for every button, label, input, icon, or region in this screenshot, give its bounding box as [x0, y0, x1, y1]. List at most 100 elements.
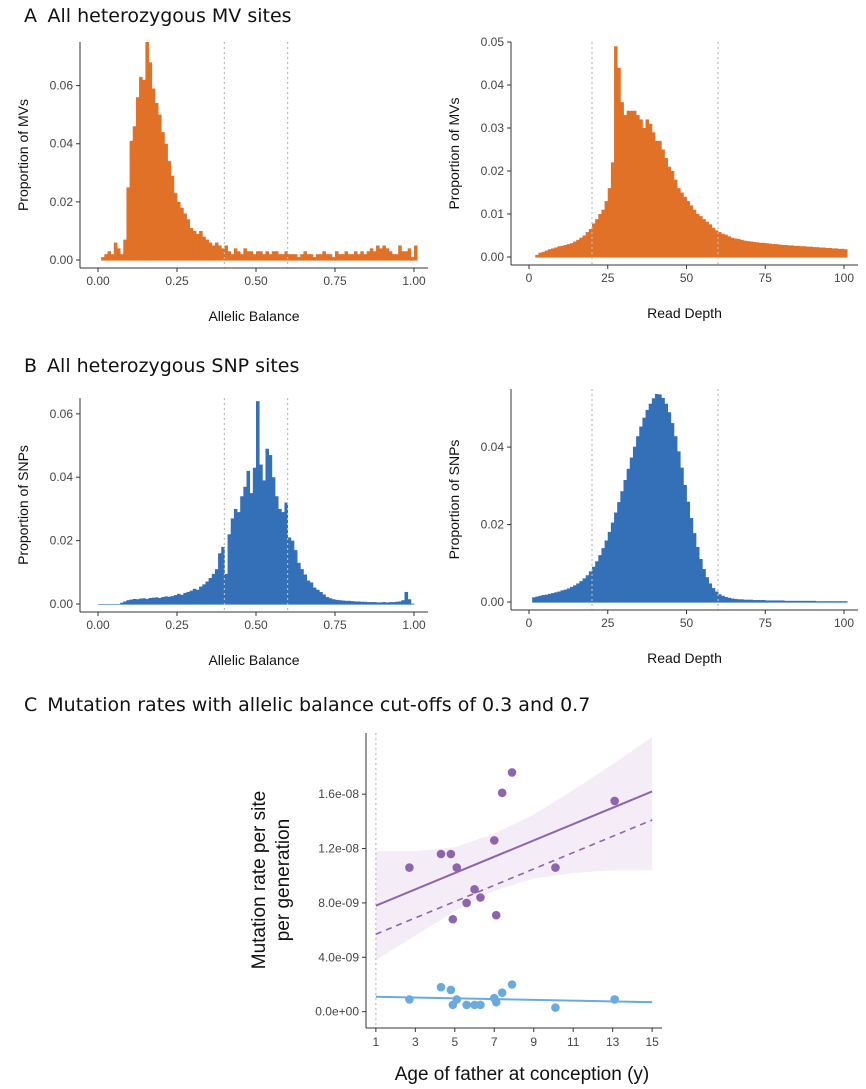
histogram-bar — [680, 467, 684, 603]
panel-b-letter: B — [24, 355, 37, 377]
histogram-bar — [271, 251, 276, 261]
histogram-bar — [560, 590, 565, 603]
histogram-bar — [237, 251, 241, 261]
histogram-bar — [825, 247, 829, 258]
histogram-bar — [762, 242, 766, 258]
histogram-bar — [809, 600, 813, 603]
histogram-bar — [101, 257, 105, 261]
histogram-bar — [730, 598, 735, 603]
histogram-bar — [126, 600, 130, 605]
histogram-bar — [544, 594, 549, 603]
histogram-bar — [363, 601, 367, 605]
y-axis-label: Proportion of SNPs — [446, 440, 462, 560]
purple-data-point — [491, 910, 501, 920]
y-tick-label: 0.00 — [50, 597, 74, 611]
histogram-bar — [702, 569, 706, 603]
histogram-bar — [585, 232, 590, 258]
histogram-bar — [145, 42, 149, 261]
histogram-bar — [695, 547, 700, 603]
panel-c-title-text: Mutation rates with allelic balance cut-… — [47, 694, 590, 716]
y-tick-label: 1.2e-08 — [318, 842, 359, 856]
blue-data-point — [436, 982, 446, 992]
purple-data-point — [470, 885, 479, 894]
histogram-bar — [369, 248, 374, 261]
histogram-bar — [755, 242, 760, 258]
x-tick-label: 100 — [834, 616, 854, 630]
histogram-bar — [287, 537, 292, 605]
histogram-bar — [360, 251, 364, 261]
histogram-bar — [180, 207, 184, 261]
histogram-bar — [661, 149, 665, 258]
histogram-bar — [708, 583, 713, 603]
x-axis-label: Allelic Balance — [208, 652, 299, 668]
histogram-bar — [214, 242, 219, 261]
purple-data-point — [452, 863, 462, 872]
histogram-bar — [290, 254, 295, 261]
histogram-bar — [158, 597, 162, 605]
histogram-bar — [391, 254, 396, 261]
blue-data-point — [497, 988, 507, 997]
histogram-bar — [607, 188, 612, 258]
histogram-bar — [582, 578, 587, 603]
histogram-bar — [721, 595, 725, 603]
histogram-bar — [806, 246, 810, 258]
histogram-bar — [557, 591, 561, 603]
histogram-bar — [563, 244, 568, 258]
histogram-bar — [233, 248, 238, 261]
histogram-bar — [372, 602, 377, 605]
histogram-bar — [208, 578, 213, 605]
histogram-bar — [148, 597, 153, 605]
histogram-bar — [718, 594, 722, 603]
purple-fit-line — [375, 790, 653, 907]
histogram-bar — [699, 559, 703, 603]
histogram-bar — [331, 257, 336, 261]
histogram-bar — [107, 251, 112, 261]
histogram-bar — [818, 601, 823, 603]
histogram-bar — [806, 600, 810, 603]
histogram-bar — [401, 251, 405, 261]
histogram-bar — [265, 251, 270, 261]
histogram-bar — [651, 132, 656, 258]
histogram-bar — [683, 196, 687, 258]
histogram-bar — [714, 230, 719, 258]
y-tick-label: 0.06 — [50, 79, 74, 93]
histogram-bar — [347, 600, 352, 605]
histogram-bar — [183, 213, 187, 261]
histogram-bar — [382, 245, 386, 261]
histogram-bar — [784, 600, 788, 603]
x-tick-label: 25 — [601, 271, 615, 285]
chart-a-allelic-balance: 0.00 0.25 0.50 0.75 1.00 0.00 0.02 0.04 0.06 Alle… — [15, 42, 428, 324]
histogram-bar — [107, 604, 112, 605]
histogram-bar — [407, 599, 412, 605]
panel-b-title-text: All heterozygous SNP sites — [47, 355, 299, 377]
histogram-bar — [812, 600, 817, 603]
histogram-bar — [249, 251, 254, 261]
histogram-bar — [252, 467, 257, 605]
histogram-bar — [170, 596, 175, 605]
histogram-bar — [579, 237, 583, 258]
histogram-bar — [230, 254, 235, 261]
y-tick-label: 0.03 — [481, 121, 505, 135]
histogram-bar — [139, 76, 143, 261]
histogram-bar — [592, 566, 596, 603]
histogram-bar — [211, 573, 216, 605]
histogram-bar — [357, 254, 361, 261]
histogram-bar — [758, 600, 763, 603]
histogram-bar — [740, 239, 744, 258]
y-axis-label: Proportion of SNPs — [15, 445, 31, 565]
x-tick-label: 1.00 — [402, 618, 426, 632]
histogram-bar — [803, 600, 807, 603]
purple-data-point — [436, 849, 446, 859]
histogram-bar — [154, 597, 159, 605]
histogram-bar — [655, 140, 659, 258]
histogram-bar — [535, 254, 539, 258]
histogram-bar — [686, 501, 691, 603]
histogram-bar — [398, 245, 402, 261]
histogram-bar — [768, 243, 772, 258]
histogram-bar — [173, 193, 178, 261]
histogram-bar — [648, 123, 653, 258]
histogram-bar — [224, 245, 228, 261]
histogram-bar — [831, 601, 835, 603]
y-tick-label: 0.04 — [481, 440, 505, 454]
histogram-bar — [642, 417, 646, 603]
